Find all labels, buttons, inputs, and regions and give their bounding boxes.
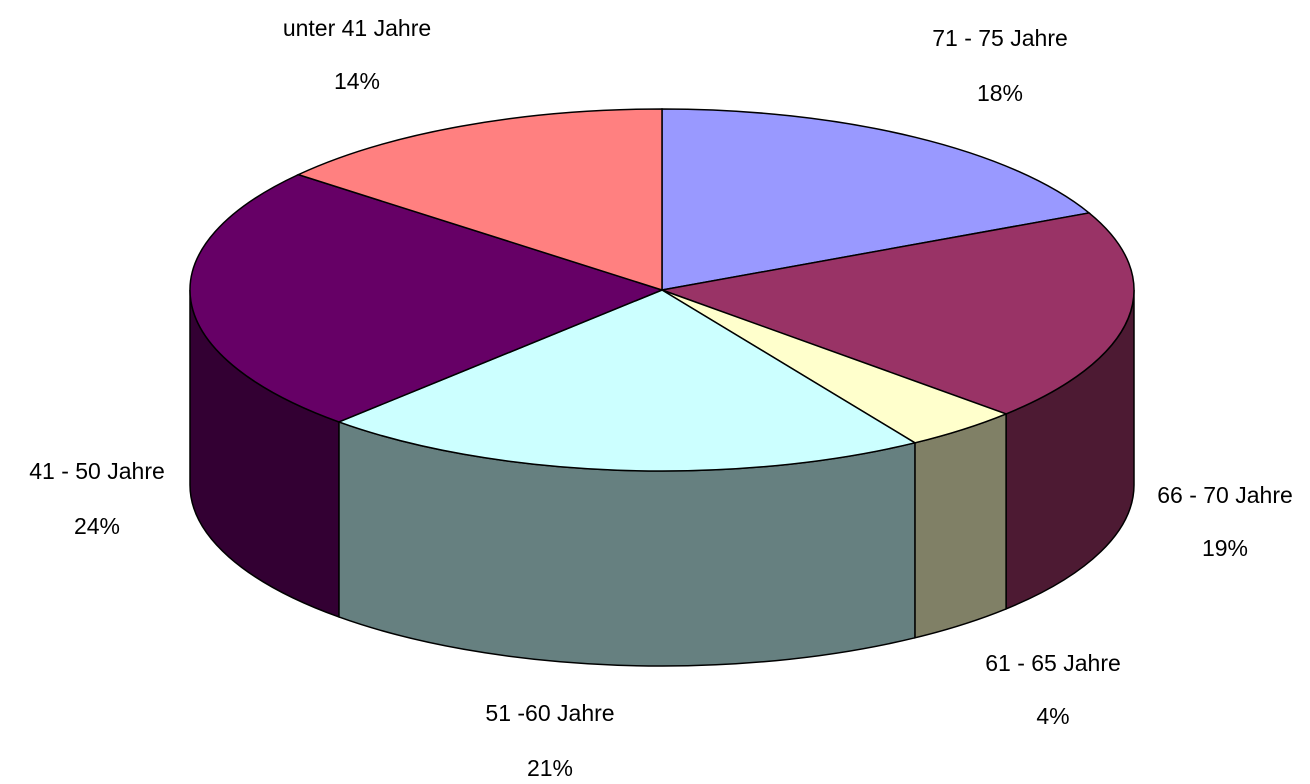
slice [659, 212, 1135, 415]
value-label: 14% [334, 68, 380, 94]
slice [336, 289, 917, 472]
slice-label: 41 - 50 Jahre [29, 458, 165, 484]
value-label: 19% [1202, 535, 1248, 561]
value-label: 21% [527, 755, 573, 781]
slice-label: 51 -60 Jahre [485, 700, 614, 726]
slice-label: 61 - 65 Jahre [985, 650, 1121, 676]
value-label: 4% [1036, 703, 1069, 729]
slice-side [914, 412, 1007, 639]
slice [189, 173, 665, 423]
value-label: 24% [74, 513, 120, 539]
slice [661, 108, 1091, 291]
value-label: 18% [977, 80, 1023, 106]
slice-label: 71 - 75 Jahre [932, 25, 1068, 51]
slice-label: unter 41 Jahre [283, 15, 431, 41]
slice-label: 66 - 70 Jahre [1157, 482, 1293, 508]
slice [296, 108, 663, 292]
